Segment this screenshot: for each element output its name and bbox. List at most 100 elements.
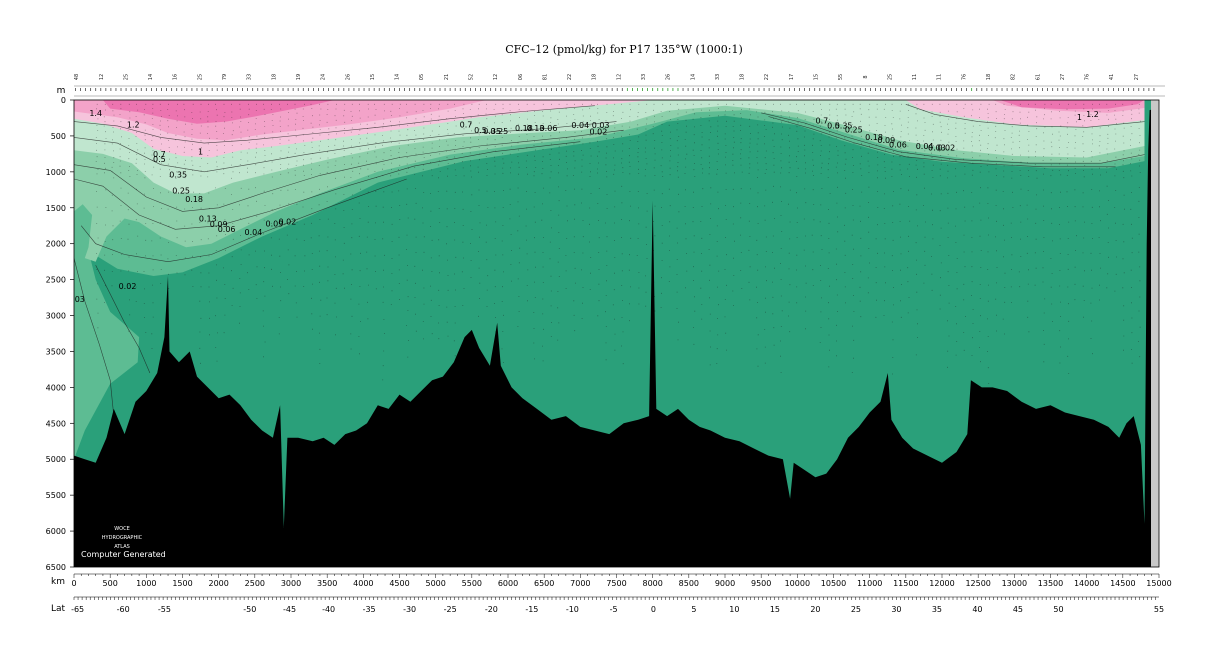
distance-tick-label-18: 9000 bbox=[715, 579, 735, 588]
station-label-39: 61 bbox=[1035, 74, 1041, 80]
station-label-24: 26 bbox=[666, 74, 672, 80]
station-label-13: 14 bbox=[395, 74, 401, 80]
contour-label-31: 0.09 bbox=[877, 136, 895, 145]
station-label-17: 12 bbox=[493, 74, 499, 80]
contour-label-37: 1.2 bbox=[1086, 110, 1099, 119]
station-label-26: 33 bbox=[715, 74, 721, 80]
distance-tick-label-3: 1500 bbox=[172, 579, 192, 588]
distance-tick-label-17: 8500 bbox=[679, 579, 699, 588]
distance-tick-label-28: 14000 bbox=[1074, 579, 1099, 588]
contour-label-33: 0.04 bbox=[916, 142, 934, 151]
station-label-31: 55 bbox=[838, 74, 844, 80]
latitude-axis-label: Lat bbox=[51, 604, 66, 614]
contour-label-17: 0.5 bbox=[474, 126, 487, 135]
depth-tick-label-4: 2000 bbox=[46, 240, 66, 249]
contour-label-28: 0.35 bbox=[835, 122, 853, 131]
depth-tick-label-3: 1500 bbox=[46, 204, 66, 213]
latitude-tick-label-12: -5 bbox=[610, 605, 618, 614]
latitude-tick-label-3: -50 bbox=[243, 605, 256, 614]
latitude-tick-label-21: 40 bbox=[972, 605, 982, 614]
station-label-37: 18 bbox=[986, 74, 992, 80]
contour-label-12: 0.09 bbox=[265, 219, 283, 228]
contour-label-34: 0.03 bbox=[928, 143, 946, 152]
station-label-4: 16 bbox=[173, 74, 179, 80]
station-label-28: 22 bbox=[764, 74, 770, 80]
station-label-12: 15 bbox=[370, 74, 376, 80]
contour-label-23: 0.04 bbox=[571, 121, 589, 130]
distance-tick-label-16: 8000 bbox=[642, 579, 662, 588]
contour-lines bbox=[74, 104, 1145, 417]
depth-tick-label-11: 5500 bbox=[46, 491, 66, 500]
station-label-38: 82 bbox=[1011, 74, 1017, 80]
contour-label-7: 0.18 bbox=[185, 195, 203, 204]
latitude-tick-label-5: -40 bbox=[322, 605, 335, 614]
latitude-tick-label-18: 25 bbox=[851, 605, 861, 614]
distance-tick-label-23: 11500 bbox=[893, 579, 918, 588]
latitude-tick-label-10: -15 bbox=[525, 605, 538, 614]
distance-tick-label-27: 13500 bbox=[1038, 579, 1063, 588]
depth-tick-label-13: 6500 bbox=[46, 563, 66, 572]
distance-unit-label: km bbox=[51, 577, 65, 587]
hot-pink-core-south bbox=[102, 100, 335, 124]
station-label-9: 19 bbox=[296, 74, 302, 80]
contour-label-27: 0.5 bbox=[827, 122, 840, 131]
contour-label-29: 0.25 bbox=[845, 125, 863, 134]
station-label-43: 27 bbox=[1134, 74, 1140, 80]
distance-tick-label-15: 7500 bbox=[606, 579, 626, 588]
station-label-14: 05 bbox=[419, 74, 425, 80]
station-label-22: 12 bbox=[616, 74, 622, 80]
station-label-11: 26 bbox=[345, 74, 351, 80]
distance-tick-label-11: 5500 bbox=[462, 579, 482, 588]
depth-tick-label-1: 500 bbox=[51, 132, 66, 141]
contour-label-15: 03 bbox=[75, 295, 85, 304]
station-label-25: 14 bbox=[690, 74, 696, 80]
credit-block: WOCE HYDROGRAPHIC ATLAS Computer Generat… bbox=[81, 526, 166, 559]
hot-pink-core-north bbox=[999, 100, 1145, 110]
contour-label-2: 1 bbox=[198, 148, 203, 157]
contour-line-8 bbox=[95, 265, 151, 374]
contour-label-10: 0.06 bbox=[218, 225, 236, 234]
latitude-tick-label-19: 30 bbox=[891, 605, 901, 614]
contour-label-13: 0.02 bbox=[278, 217, 296, 226]
depth-tick-label-9: 4500 bbox=[46, 419, 66, 428]
latitude-tick-label-13: 0 bbox=[651, 605, 656, 614]
distance-tick-label-10: 5000 bbox=[425, 579, 445, 588]
latitude-tick-label-17: 20 bbox=[810, 605, 820, 614]
distance-tick-label-20: 10000 bbox=[785, 579, 810, 588]
station-label-35: 11 bbox=[937, 74, 943, 80]
contour-label-19: 0.25 bbox=[490, 127, 508, 136]
contour-line-3 bbox=[74, 141, 581, 230]
distance-tick-label-24: 12000 bbox=[929, 579, 954, 588]
southern-low-band bbox=[74, 100, 1145, 460]
distance-tick-label-19: 9500 bbox=[751, 579, 771, 588]
depth-tick-label-0: 0 bbox=[61, 96, 66, 105]
contour-label-8: 0.13 bbox=[199, 214, 217, 223]
latitude-tick-label-14: 5 bbox=[691, 605, 696, 614]
station-label-40: 27 bbox=[1060, 74, 1066, 80]
distance-tick-label-29: 14500 bbox=[1110, 579, 1135, 588]
contour-label-9: 0.09 bbox=[210, 220, 228, 229]
contour-label-3: 0.7 bbox=[153, 150, 166, 159]
latitude-tick-label-24: 55 bbox=[1154, 605, 1164, 614]
contour-label-36: 1 bbox=[1077, 113, 1082, 122]
station-label-1: 12 bbox=[99, 74, 105, 80]
sample-dots bbox=[95, 103, 1141, 387]
contour-label-35: 0.02 bbox=[937, 143, 955, 152]
station-label-18: 06 bbox=[518, 74, 524, 80]
contour-label-24: 0.03 bbox=[592, 121, 610, 130]
distance-tick-label-6: 3000 bbox=[281, 579, 301, 588]
station-label-5: 25 bbox=[197, 74, 203, 80]
latitude-tick-label-20: 35 bbox=[932, 605, 942, 614]
distance-tick-label-14: 7000 bbox=[570, 579, 590, 588]
distance-tick-label-21: 10500 bbox=[821, 579, 846, 588]
contour-label-6: 0.25 bbox=[172, 186, 190, 195]
station-label-29: 17 bbox=[789, 74, 795, 80]
station-label-20: 22 bbox=[567, 74, 573, 80]
contour-line-0 bbox=[74, 105, 595, 144]
plot-frame bbox=[73, 99, 1160, 568]
contour-line-1 bbox=[74, 121, 617, 173]
latitude-tick-label-7: -30 bbox=[403, 605, 416, 614]
contour-line-4 bbox=[80, 178, 407, 263]
depth-tick-label-5: 2500 bbox=[46, 276, 66, 285]
